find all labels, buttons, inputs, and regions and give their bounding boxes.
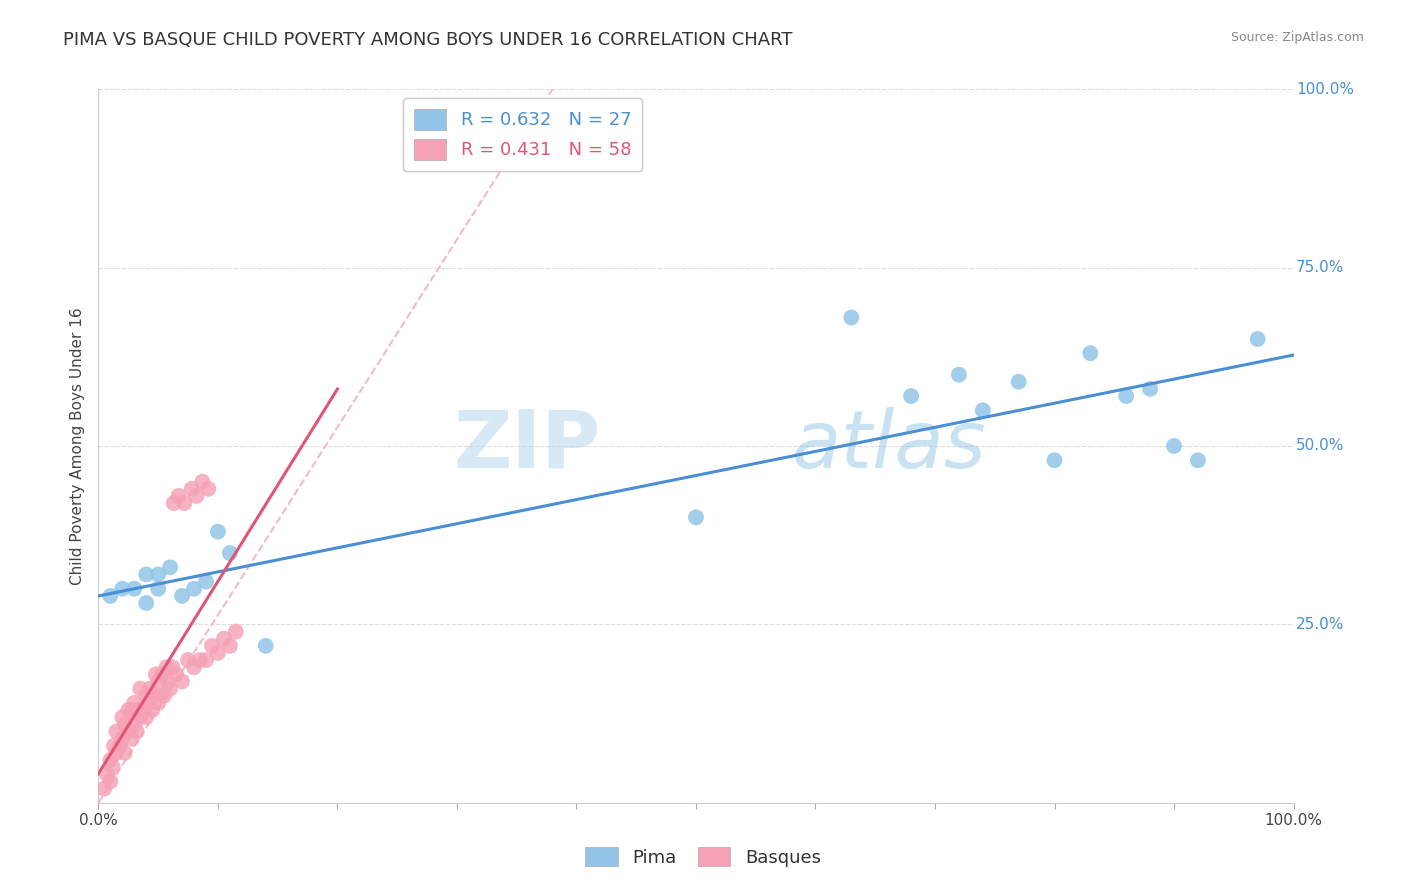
Point bbox=[172, 674, 194, 689]
Point bbox=[129, 681, 152, 696]
Point bbox=[219, 546, 242, 560]
Text: ZIP: ZIP bbox=[453, 407, 600, 485]
Point bbox=[141, 703, 163, 717]
Point bbox=[159, 681, 181, 696]
Point bbox=[207, 646, 229, 660]
Point bbox=[186, 489, 208, 503]
Point bbox=[972, 403, 994, 417]
Point bbox=[98, 774, 122, 789]
Point bbox=[1247, 332, 1270, 346]
Text: Source: ZipAtlas.com: Source: ZipAtlas.com bbox=[1230, 31, 1364, 45]
Y-axis label: Child Poverty Among Boys Under 16: Child Poverty Among Boys Under 16 bbox=[70, 307, 86, 585]
Point bbox=[177, 653, 200, 667]
Point bbox=[135, 689, 157, 703]
Text: 75.0%: 75.0% bbox=[1296, 260, 1344, 275]
Point bbox=[121, 703, 143, 717]
Point bbox=[685, 510, 707, 524]
Point bbox=[207, 524, 229, 539]
Point bbox=[98, 589, 122, 603]
Point bbox=[111, 710, 134, 724]
Point bbox=[159, 560, 181, 574]
Point bbox=[101, 760, 124, 774]
Legend: R = 0.632   N = 27, R = 0.431   N = 58: R = 0.632 N = 27, R = 0.431 N = 58 bbox=[404, 98, 643, 170]
Point bbox=[254, 639, 277, 653]
Point bbox=[114, 717, 136, 731]
Point bbox=[121, 731, 143, 746]
Point bbox=[111, 582, 134, 596]
Point bbox=[114, 746, 136, 760]
Point bbox=[195, 574, 218, 589]
Point bbox=[108, 739, 131, 753]
Point bbox=[117, 703, 139, 717]
Point bbox=[139, 681, 162, 696]
Point bbox=[162, 660, 184, 674]
Point bbox=[1080, 346, 1102, 360]
Point bbox=[841, 310, 863, 325]
Point bbox=[148, 582, 170, 596]
Point bbox=[900, 389, 922, 403]
Point bbox=[135, 596, 157, 610]
Point bbox=[148, 674, 170, 689]
Point bbox=[135, 567, 157, 582]
Point bbox=[165, 667, 187, 681]
Point bbox=[155, 660, 177, 674]
Point bbox=[93, 781, 115, 796]
Point bbox=[153, 689, 176, 703]
Point bbox=[117, 724, 139, 739]
Point bbox=[145, 667, 167, 681]
Point bbox=[132, 703, 155, 717]
Point bbox=[183, 660, 205, 674]
Legend: Pima, Basques: Pima, Basques bbox=[578, 840, 828, 874]
Point bbox=[124, 717, 146, 731]
Point bbox=[148, 696, 170, 710]
Point bbox=[149, 689, 172, 703]
Point bbox=[105, 746, 128, 760]
Point bbox=[163, 496, 186, 510]
Text: 25.0%: 25.0% bbox=[1296, 617, 1344, 632]
Text: atlas: atlas bbox=[792, 407, 987, 485]
Point bbox=[124, 696, 146, 710]
Point bbox=[150, 667, 173, 681]
Point bbox=[195, 653, 218, 667]
Point bbox=[124, 582, 146, 596]
Point bbox=[188, 653, 211, 667]
Point bbox=[219, 639, 242, 653]
Point bbox=[183, 582, 205, 596]
Point bbox=[103, 739, 125, 753]
Point bbox=[948, 368, 970, 382]
Point bbox=[111, 731, 134, 746]
Point bbox=[201, 639, 224, 653]
Point bbox=[1115, 389, 1137, 403]
Point bbox=[212, 632, 235, 646]
Point bbox=[156, 674, 179, 689]
Point bbox=[1008, 375, 1031, 389]
Point bbox=[191, 475, 214, 489]
Point bbox=[98, 753, 122, 767]
Point bbox=[197, 482, 219, 496]
Text: PIMA VS BASQUE CHILD POVERTY AMONG BOYS UNDER 16 CORRELATION CHART: PIMA VS BASQUE CHILD POVERTY AMONG BOYS … bbox=[63, 31, 793, 49]
Point bbox=[125, 724, 148, 739]
Point bbox=[135, 710, 157, 724]
Point bbox=[127, 703, 149, 717]
Point bbox=[1163, 439, 1185, 453]
Point bbox=[105, 724, 128, 739]
Point bbox=[173, 496, 195, 510]
Text: 50.0%: 50.0% bbox=[1296, 439, 1344, 453]
Point bbox=[225, 624, 247, 639]
Point bbox=[172, 589, 194, 603]
Text: 100.0%: 100.0% bbox=[1296, 82, 1354, 96]
Point bbox=[180, 482, 202, 496]
Point bbox=[167, 489, 190, 503]
Point bbox=[96, 767, 118, 781]
Point bbox=[1043, 453, 1066, 467]
Point bbox=[1139, 382, 1161, 396]
Point bbox=[148, 567, 170, 582]
Point bbox=[143, 689, 166, 703]
Point bbox=[129, 710, 152, 724]
Point bbox=[1187, 453, 1209, 467]
Point bbox=[138, 696, 160, 710]
